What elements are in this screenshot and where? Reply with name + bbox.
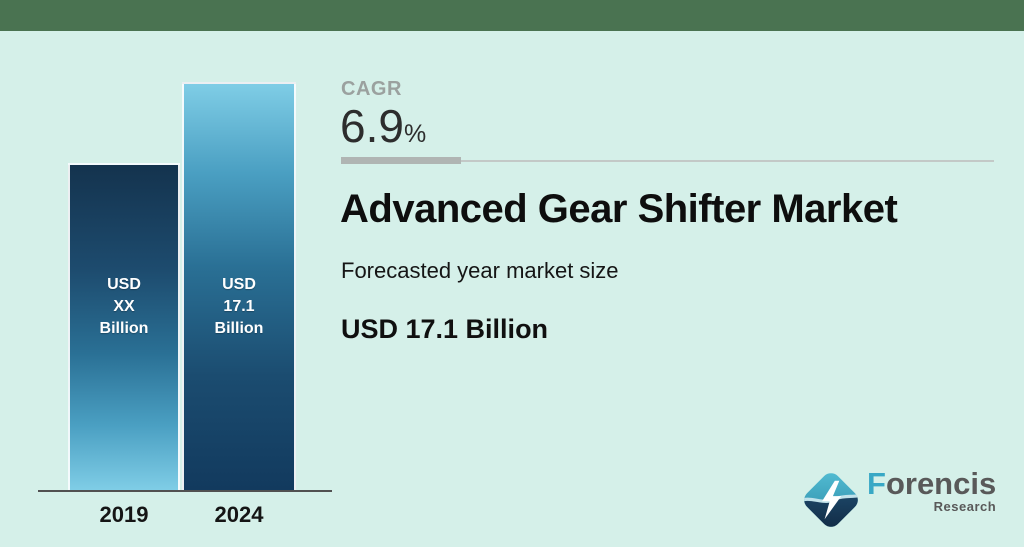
bar-2024-value-label: USD 17.1 Billion [182,274,296,340]
forecast-market-size: USD 17.1 Billion [341,314,549,344]
x-tick-2024: 2024 [214,502,264,527]
cagr-label: CAGR [341,78,402,100]
cagr-percent-sign: % [403,120,427,148]
brand-initial: F [867,466,886,501]
x-tick-2019: 2019 [99,502,149,527]
forencis-logo: Forencis Research [799,460,996,536]
brand-rest: orencis [885,466,997,501]
brand-subtext: Research [933,499,997,514]
bar-2019-line1: USD [107,276,141,293]
top-accent-bar [0,0,1024,31]
bar-2024-line3: Billion [214,320,264,337]
bar-2024-line1: USD [222,276,256,293]
forencis-logo-text: Forencis Research [867,468,996,514]
brand-name: Forencis [867,468,996,499]
divider-line-thin [341,160,994,162]
cagr-value: 6.9% [340,99,426,153]
forencis-logo-icon [800,469,862,531]
bar-2019-line2: XX [113,298,135,315]
bar-2019-value-label: USD XX Billion [68,274,180,340]
page-title: Advanced Gear Shifter Market [340,187,898,231]
divider-line-thick [341,157,461,164]
x-axis-baseline [38,490,332,492]
bar-2024 [182,82,296,490]
cagr-number: 6.9 [340,100,404,152]
subtitle: Forecasted year market size [341,258,619,283]
bar-2024-line2: 17.1 [223,298,255,315]
bar-2019-line3: Billion [99,320,149,337]
bar-2019 [68,163,180,490]
